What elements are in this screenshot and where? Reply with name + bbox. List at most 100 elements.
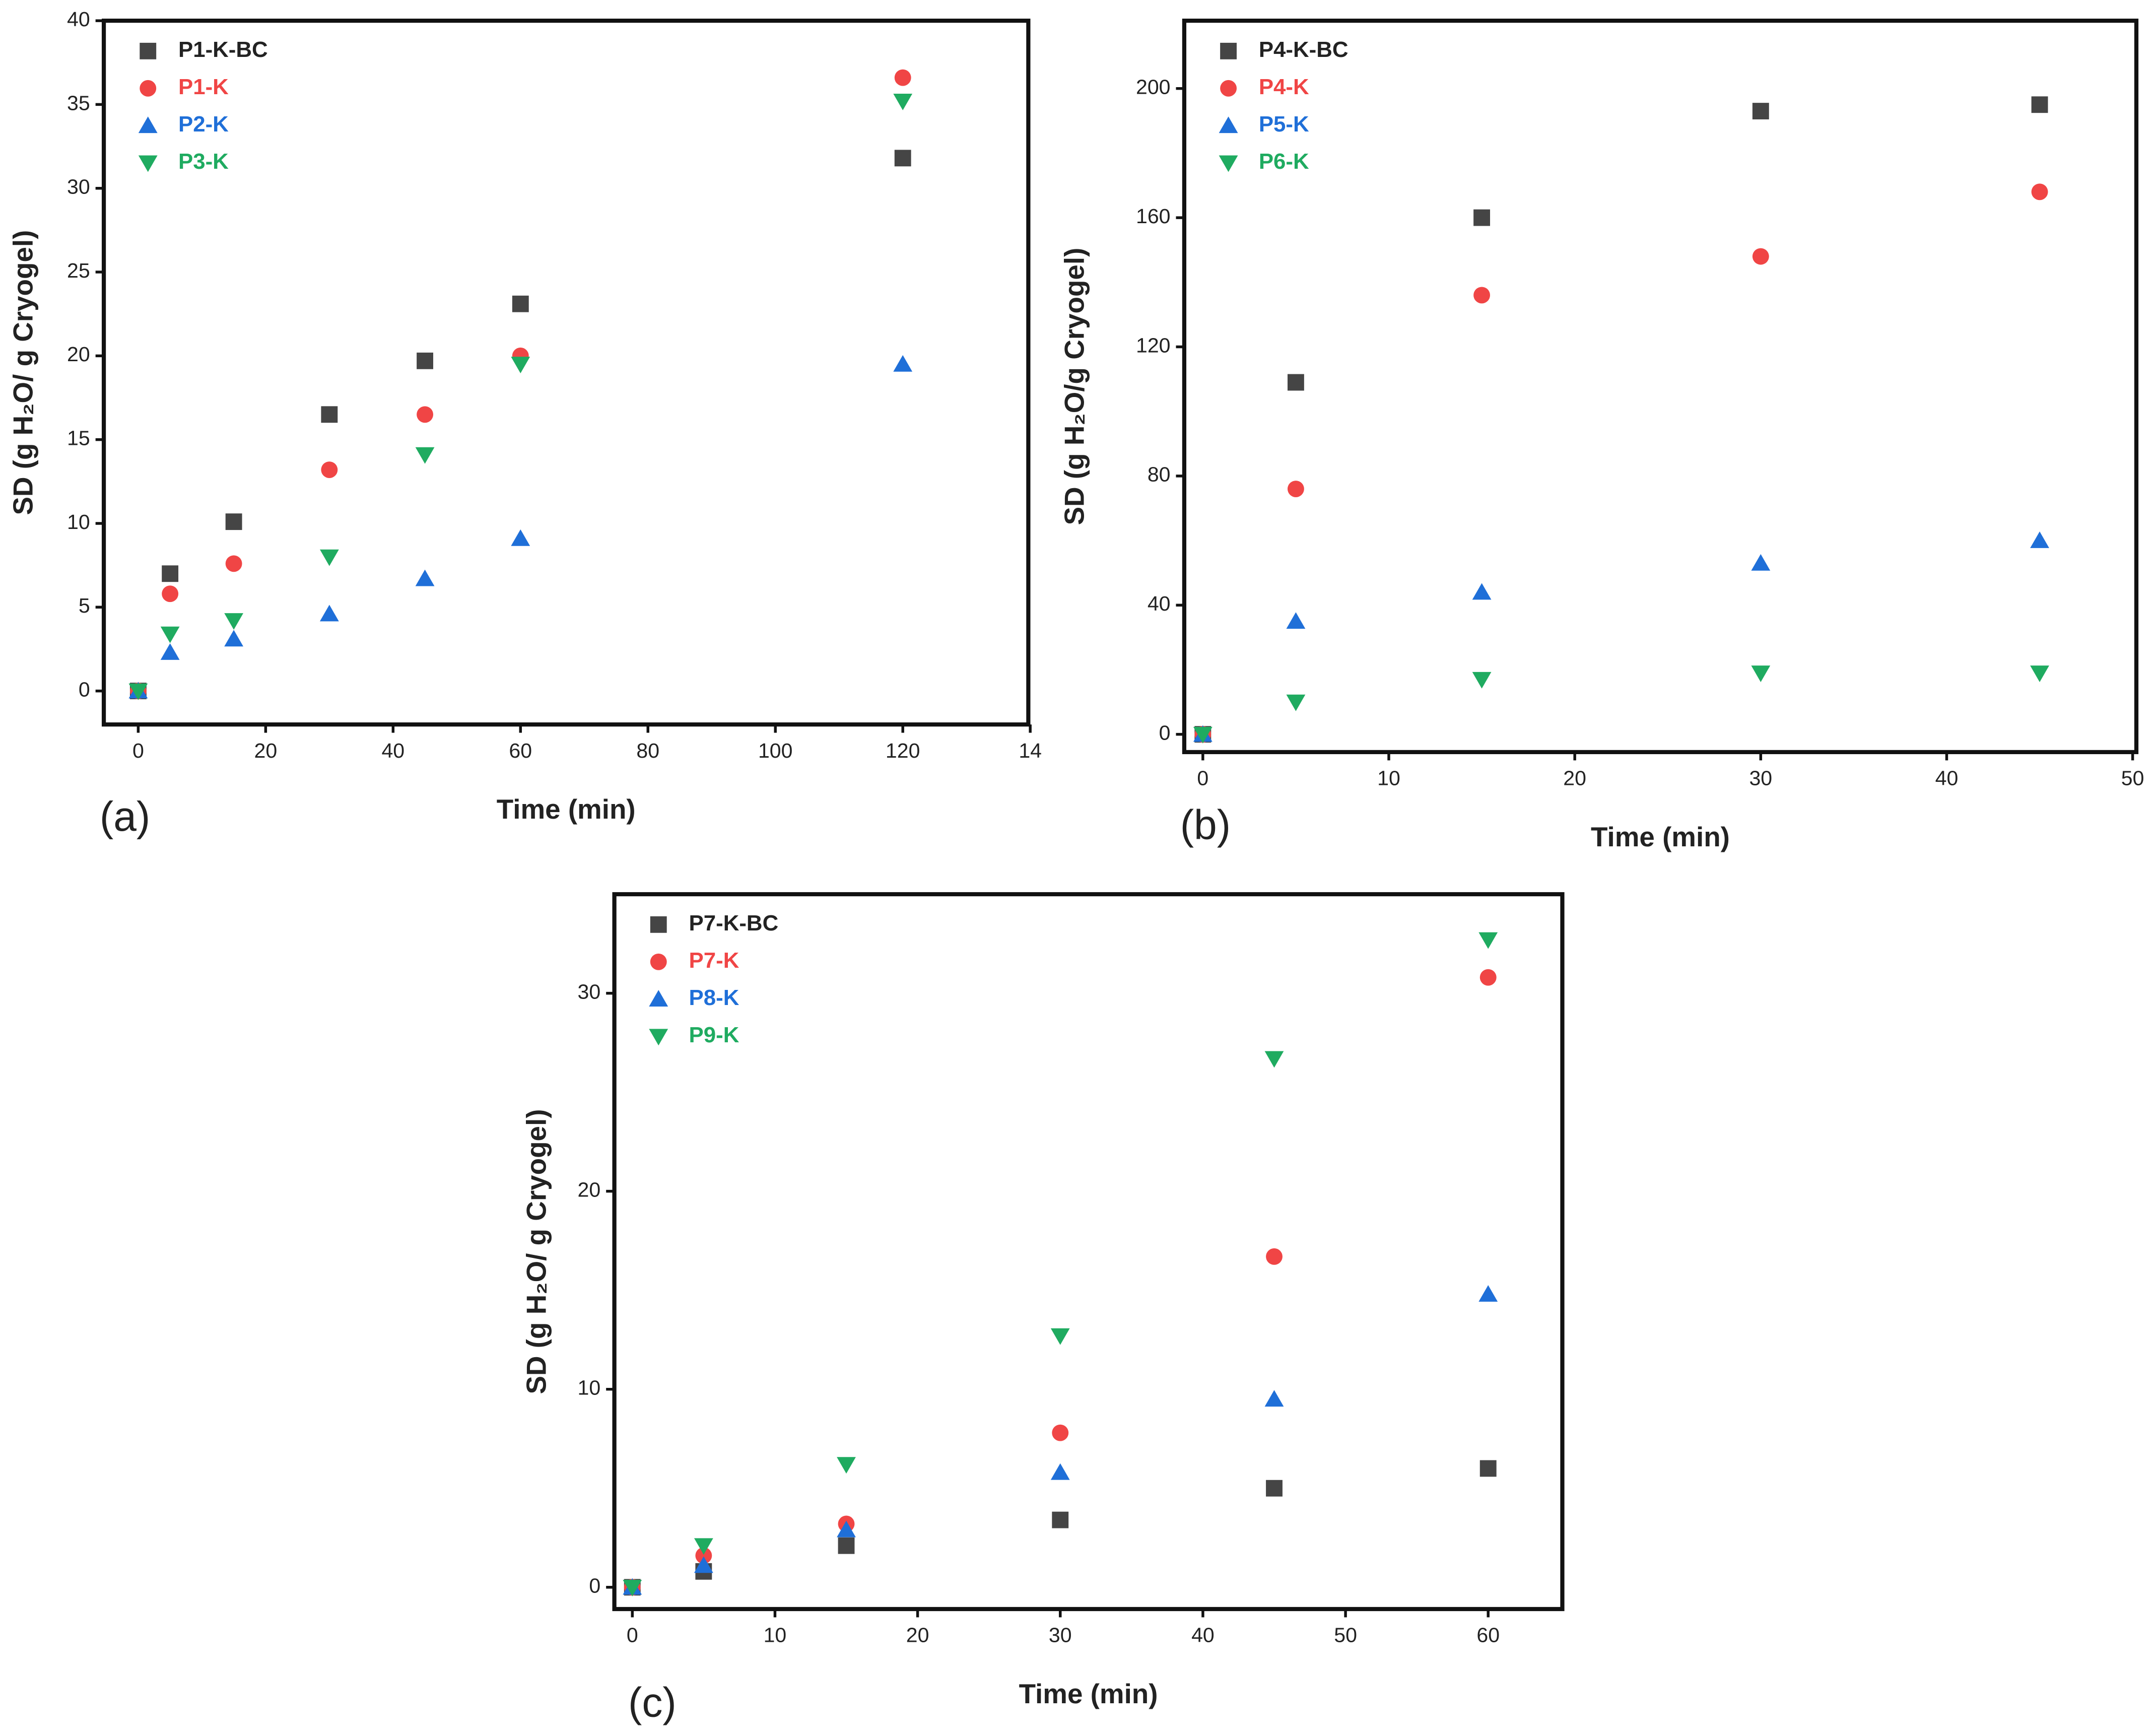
marker: [1751, 665, 1771, 682]
x-tick-label: 0: [627, 1624, 638, 1647]
marker: [1752, 103, 1769, 119]
marker: [623, 1579, 642, 1596]
marker: [225, 513, 242, 530]
legend-label: P6-K: [1259, 149, 1309, 174]
y-axis-label: SD (g H₂O/ g Cryogel): [7, 230, 38, 515]
legend-marker: [650, 916, 667, 933]
legend-label: P4-K: [1259, 75, 1309, 99]
marker: [2031, 183, 2048, 201]
y-tick-label: 0: [1159, 721, 1171, 745]
y-tick-label: 40: [67, 8, 90, 31]
marker: [1472, 672, 1492, 689]
marker: [160, 643, 180, 660]
x-axis-label: Time (min): [1019, 1678, 1158, 1709]
y-tick-label: 160: [1136, 205, 1171, 228]
marker: [893, 93, 913, 110]
x-tick-label: 60: [509, 739, 532, 762]
plot-frame: [1182, 18, 2139, 755]
marker: [1473, 287, 1491, 304]
y-tick-label: 20: [67, 343, 90, 366]
marker: [1050, 1463, 1070, 1480]
x-tick-label: 20: [254, 739, 277, 762]
x-tick-label: 40: [1935, 767, 1959, 790]
legend-marker: [649, 1029, 668, 1046]
legend-marker: [649, 990, 668, 1007]
x-tick-label: 10: [1377, 767, 1400, 790]
legend-marker: [1219, 155, 1238, 172]
marker: [1287, 481, 1304, 497]
y-tick-label: 30: [67, 175, 90, 198]
marker: [415, 569, 435, 586]
marker: [321, 461, 338, 478]
marker: [1472, 583, 1492, 600]
y-tick-label: 120: [1136, 333, 1171, 357]
marker: [2030, 531, 2049, 548]
marker: [1751, 554, 1771, 571]
legend-marker: [138, 155, 158, 172]
x-tick-label: 50: [2121, 767, 2144, 790]
marker: [1478, 1285, 1498, 1302]
marker: [694, 1556, 713, 1573]
marker: [224, 613, 244, 630]
x-tick-label: 60: [1476, 1624, 1500, 1647]
x-axis-label: Time (min): [497, 793, 636, 825]
marker: [321, 406, 338, 423]
legend-label: P3-K: [178, 149, 229, 174]
y-tick-label: 35: [67, 91, 90, 114]
x-tick-label: 50: [1334, 1624, 1357, 1647]
marker: [1266, 1480, 1283, 1497]
marker: [1264, 1051, 1284, 1068]
y-tick-label: 80: [1148, 463, 1171, 486]
marker: [417, 406, 434, 423]
y-axis-label: SD (g H₂O/ g Cryogel): [520, 1109, 552, 1394]
marker: [893, 355, 913, 372]
marker: [1286, 694, 1306, 711]
legend-label: P7-K-BC: [689, 911, 779, 936]
legend-label: P1-K-BC: [178, 37, 268, 62]
legend-label: P4-K-BC: [1259, 37, 1349, 62]
marker: [225, 555, 242, 572]
marker: [838, 1537, 855, 1554]
y-tick-label: 40: [1148, 592, 1171, 615]
marker: [1478, 932, 1498, 949]
legend-label: P9-K: [689, 1023, 739, 1047]
x-tick-label: 20: [906, 1624, 929, 1647]
y-tick-label: 200: [1136, 76, 1171, 99]
legend-marker: [140, 42, 157, 59]
x-tick-label: 30: [1749, 767, 1772, 790]
marker: [894, 150, 911, 167]
x-tick-label: 100: [758, 739, 793, 762]
legend-marker: [650, 953, 667, 970]
marker: [2030, 665, 2049, 682]
marker: [1479, 1460, 1497, 1477]
marker: [319, 549, 339, 566]
x-tick-label: 10: [764, 1624, 787, 1647]
marker: [1050, 1328, 1070, 1345]
marker: [1052, 1424, 1069, 1441]
marker: [1052, 1511, 1069, 1528]
marker: [695, 1547, 712, 1564]
legend-marker: [138, 116, 158, 133]
x-tick-label: 30: [1049, 1624, 1072, 1647]
marker: [1286, 612, 1306, 629]
legend-marker: [1220, 80, 1237, 97]
marker: [224, 630, 244, 647]
y-tick-label: 0: [79, 678, 90, 701]
marker: [162, 565, 179, 582]
x-tick-label: 14: [1019, 739, 1042, 762]
marker: [694, 1538, 713, 1555]
legend-label: P8-K: [689, 985, 739, 1010]
marker: [160, 626, 180, 643]
marker: [417, 352, 434, 369]
marker: [1473, 209, 1491, 226]
panel-label: (b): [1180, 802, 1231, 848]
legend-label: P5-K: [1259, 112, 1309, 137]
y-tick-label: 15: [67, 427, 90, 450]
x-tick-label: 0: [1197, 767, 1208, 790]
plot-frame: [612, 892, 1565, 1612]
plot-frame: [101, 18, 1031, 727]
y-tick-label: 0: [589, 1574, 600, 1597]
panel-label: (c): [628, 1680, 677, 1725]
marker: [511, 357, 530, 374]
